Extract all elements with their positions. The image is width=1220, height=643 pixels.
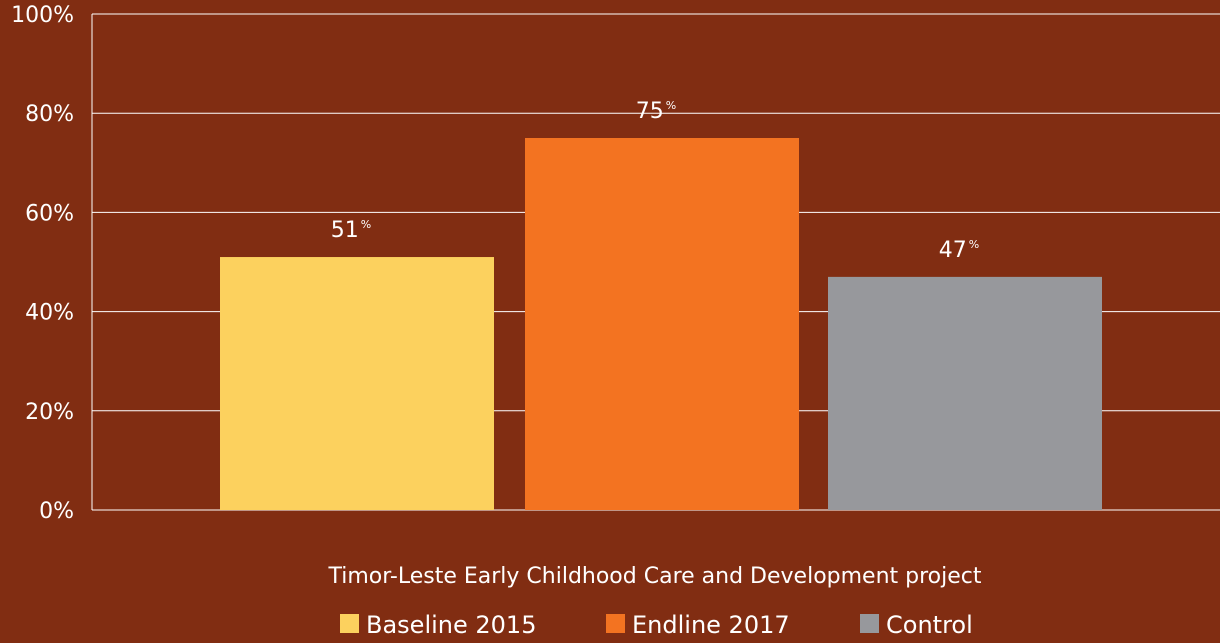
legend: Baseline 2015 Endline 2017 Control (340, 611, 973, 639)
data-label: 51% (331, 218, 371, 243)
data-label: 47% (939, 238, 979, 263)
legend-swatch (860, 614, 879, 633)
legend-swatch (340, 614, 359, 633)
y-tick-label: 60% (25, 201, 74, 226)
y-tick-label: 20% (25, 400, 74, 425)
bar-2 (525, 138, 799, 510)
y-tick-label: 40% (25, 301, 74, 326)
y-axis: 0% 20% 40% 60% 80% 100% (11, 3, 93, 524)
data-label: 75% (636, 99, 676, 124)
y-tick-label: 100% (11, 3, 74, 28)
bar-1 (220, 257, 494, 510)
bar-3 (828, 276, 1102, 510)
bars (220, 138, 1102, 510)
legend-swatch (606, 614, 625, 633)
legend-label: Baseline 2015 (366, 611, 536, 639)
x-axis-title: Timor-Leste Early Childhood Care and Dev… (328, 564, 982, 589)
data-labels: 51 % 75 % 47% (331, 99, 979, 263)
legend-label: Endline 2017 (632, 611, 790, 639)
y-tick-label: 0% (39, 499, 74, 524)
legend-label: Control (886, 611, 973, 639)
y-tick-label: 80% (25, 102, 74, 127)
